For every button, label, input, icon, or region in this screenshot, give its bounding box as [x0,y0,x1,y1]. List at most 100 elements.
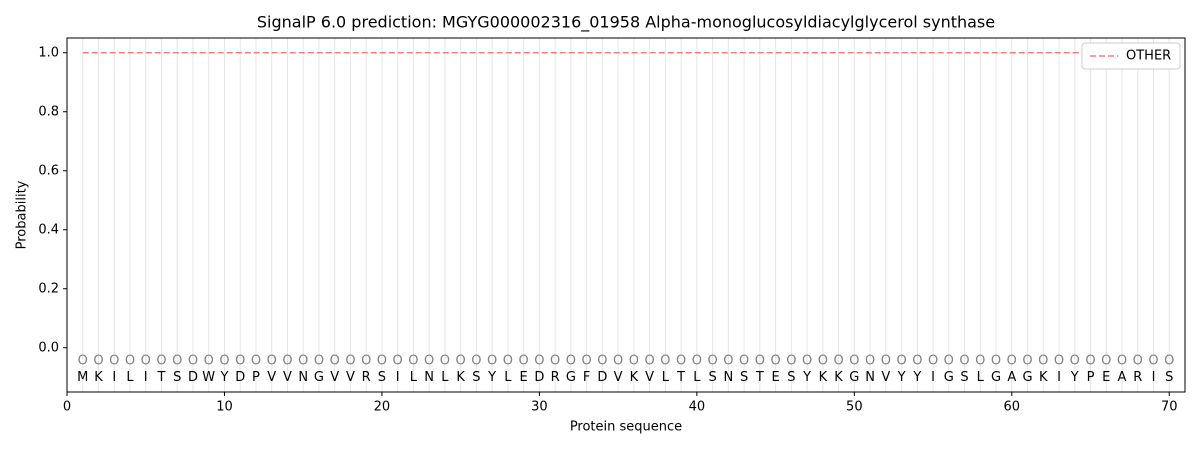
residue-label: S [740,370,748,385]
residue-label: A [1118,370,1127,385]
x-tick-label: 40 [689,400,706,415]
residue-label: I [1057,370,1061,385]
state-label: O [172,354,182,369]
state-label: O [975,354,985,369]
state-label: O [204,354,214,369]
state-label: O [692,354,702,369]
residue-label: N [424,370,434,385]
y-tick-label: 0.4 [38,222,59,237]
state-label: O [770,354,780,369]
residue-label: T [755,370,764,385]
residue-label: N [723,370,733,385]
state-label: O [393,354,403,369]
residue-label: S [1165,370,1173,385]
residue-label: Y [487,370,496,385]
residue-label: K [456,370,465,385]
state-label: O [534,354,544,369]
state-label: O [219,354,229,369]
residue-label: K [94,370,103,385]
state-label: O [1148,354,1158,369]
y-tick-label: 0.8 [38,104,59,119]
residue-label: G [849,370,859,385]
state-label: O [440,354,450,369]
residue-label: Y [219,370,228,385]
state-label: O [802,354,812,369]
state-label: O [991,354,1001,369]
residue-label: S [378,370,386,385]
state-label: O [912,354,922,369]
residue-label: S [787,370,795,385]
residue-label: K [630,370,639,385]
state-label: O [1038,354,1048,369]
state-label: O [707,354,717,369]
residue-label: Y [802,370,811,385]
legend-label: OTHER [1126,49,1171,64]
state-label: O [141,354,151,369]
state-label: O [456,354,466,369]
state-label: O [566,354,576,369]
residue-label: I [144,370,148,385]
state-label: O [519,354,529,369]
state-label: O [613,354,623,369]
x-tick-label: 10 [216,400,233,415]
residue-label: V [283,370,292,385]
residue-label: K [1039,370,1048,385]
residue-label: I [1152,370,1156,385]
plot-frame [66,37,1186,393]
state-label: O [896,354,906,369]
state-label: O [582,354,592,369]
state-label: O [1101,354,1111,369]
residue-label: D [597,370,607,385]
state-label: O [282,354,292,369]
residue-label: R [1133,370,1142,385]
x-tick-label: 20 [374,400,391,415]
residue-label: I [112,370,116,385]
state-label: O [865,354,875,369]
residue-label: P [252,370,260,385]
residue-label: K [819,370,828,385]
residue-label: V [645,370,654,385]
x-tick-label: 50 [846,400,863,415]
residue-label: G [991,370,1001,385]
residue-label: V [267,370,276,385]
state-label: O [1164,354,1174,369]
state-label: O [818,354,828,369]
state-label: O [78,354,88,369]
state-label: O [125,354,135,369]
legend-box [1081,42,1181,70]
state-label: O [786,354,796,369]
residue-label: N [298,370,308,385]
residue-label: D [534,370,544,385]
residue-label: Y [897,370,906,385]
state-label: O [156,354,166,369]
x-tick-label: 70 [1161,400,1178,415]
residue-label: L [977,370,985,385]
state-label: O [487,354,497,369]
residue-label: D [188,370,198,385]
y-tick-label: 1.0 [38,45,59,60]
state-label: O [251,354,261,369]
state-label: O [676,354,686,369]
residue-label: M [77,370,88,385]
state-label: O [881,354,891,369]
residue-label: L [410,370,418,385]
state-label: O [739,354,749,369]
state-label: O [1054,354,1064,369]
state-label: O [944,354,954,369]
state-label: O [645,354,655,369]
state-label: O [1117,354,1127,369]
state-label: O [1070,354,1080,369]
state-label: O [503,354,513,369]
residue-label: E [520,370,528,385]
state-label: O [755,354,765,369]
state-label: O [723,354,733,369]
residue-label: G [314,370,324,385]
residue-label: G [566,370,576,385]
state-label: O [597,354,607,369]
state-label: O [849,354,859,369]
residue-label: S [960,370,968,385]
residue-label: T [676,370,685,385]
state-label: O [345,354,355,369]
residue-label: S [472,370,480,385]
state-label: O [1022,354,1032,369]
